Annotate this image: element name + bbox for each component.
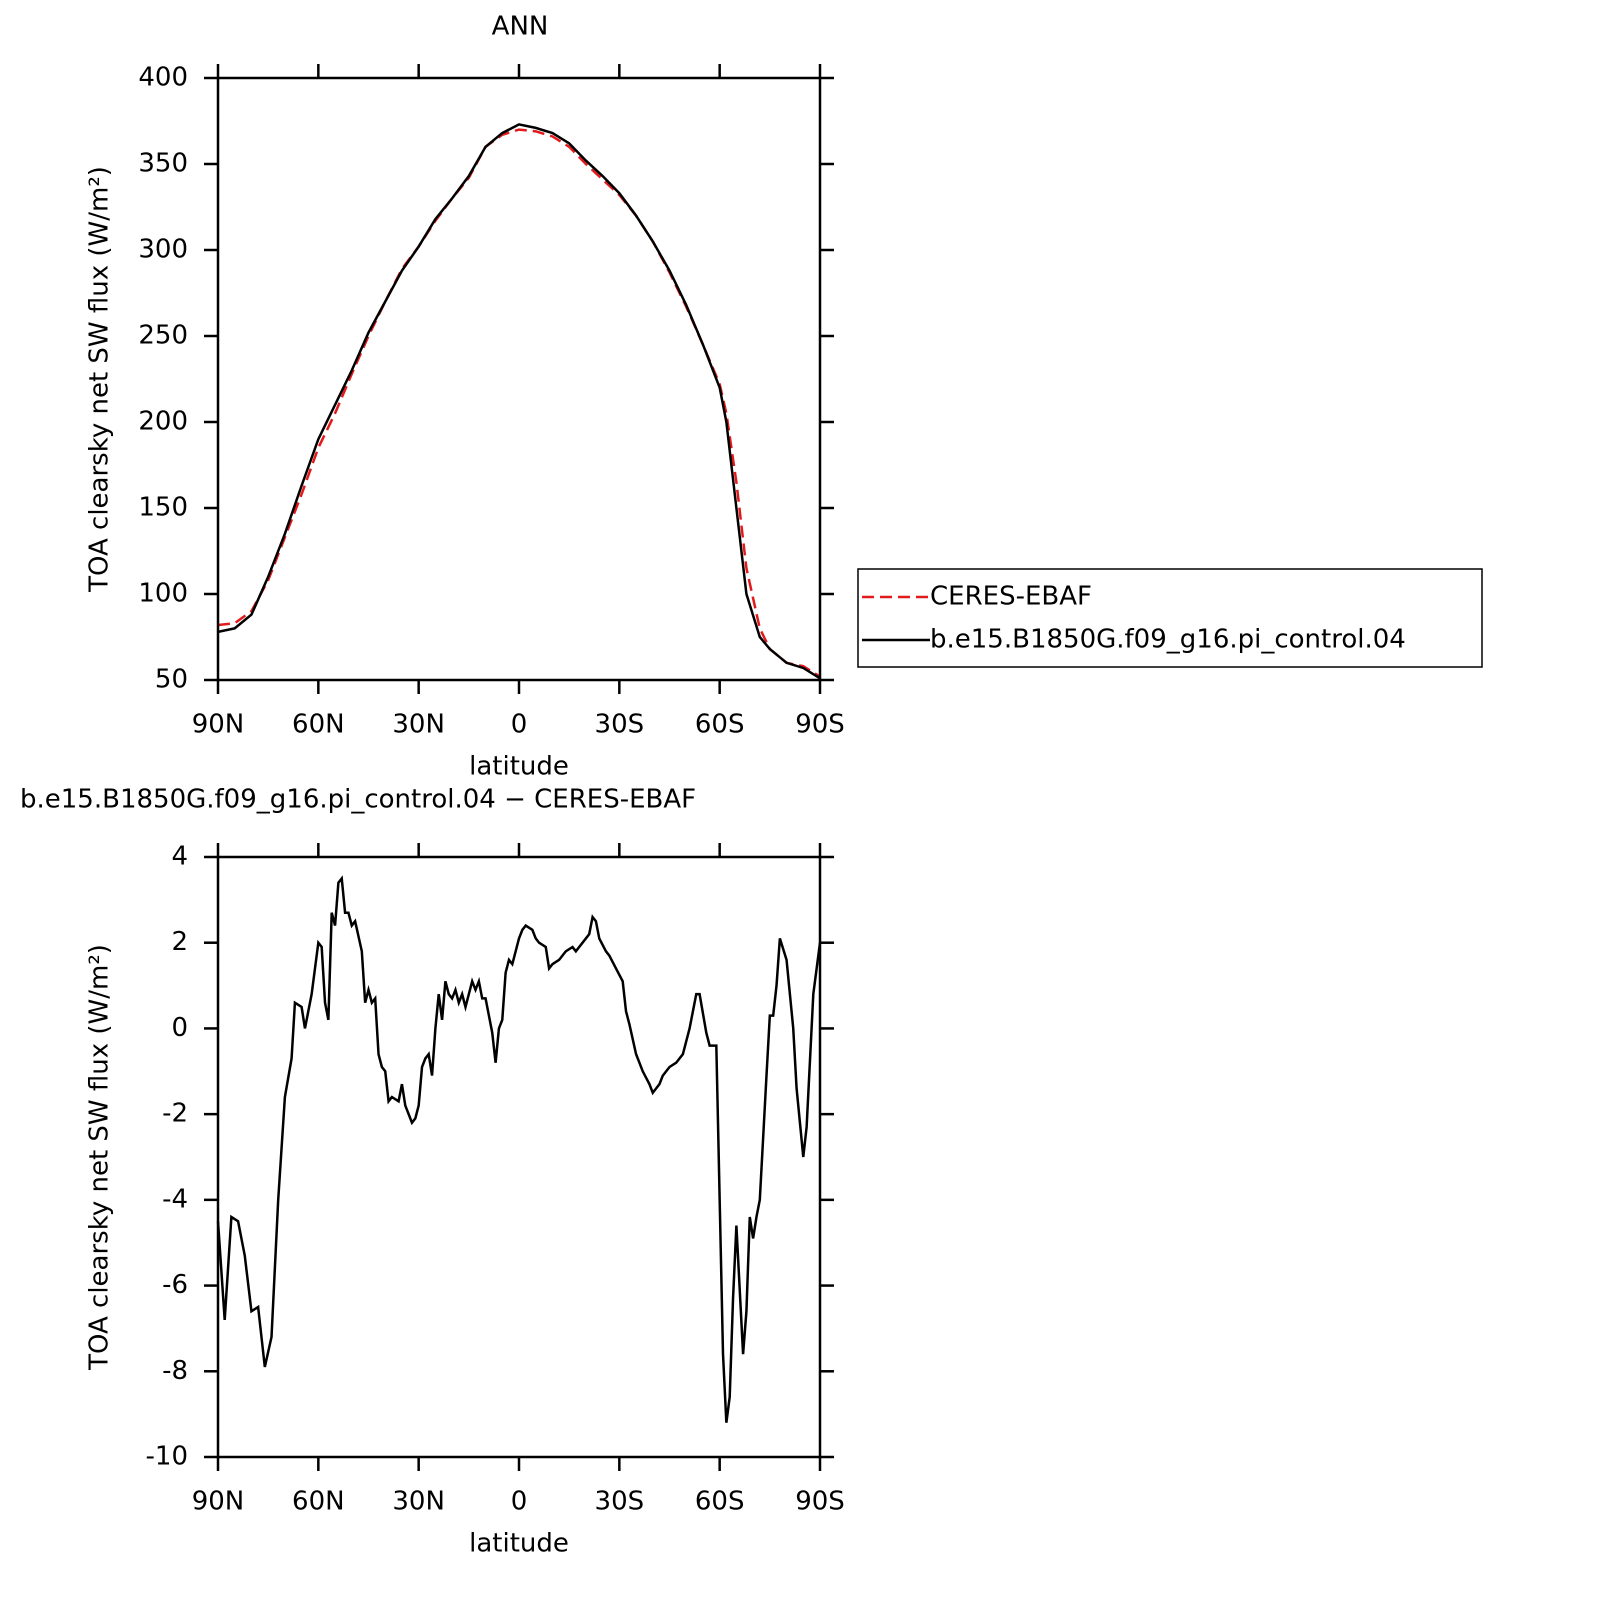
x-tick-label: 90N (192, 1487, 245, 1517)
x-tick-label: 60N (292, 1487, 345, 1517)
x-tick-label: 0 (511, 1487, 528, 1517)
y-tick-label: 150 (138, 493, 188, 523)
x-tick-label: 30S (595, 710, 645, 740)
y-tick-label: -10 (146, 1442, 188, 1472)
legend-label: CERES-EBAF (930, 582, 1092, 612)
legend-label: b.e15.B1850G.f09_g16.pi_control.04 (930, 625, 1406, 655)
y-tick-label: 250 (138, 321, 188, 351)
x-tick-label: 30N (392, 1487, 445, 1517)
x-axis-label: latitude (469, 1529, 569, 1559)
y-tick-label: 4 (171, 842, 188, 872)
y-tick-label: 50 (155, 665, 188, 695)
y-tick-label: 400 (138, 63, 188, 93)
y-tick-label: 350 (138, 149, 188, 179)
chart-title: b.e15.B1850G.f09_g16.pi_control.04 − CER… (20, 785, 696, 815)
x-tick-label: 90S (795, 710, 845, 740)
x-tick-label: 90N (192, 710, 245, 740)
y-tick-label: -2 (162, 1099, 188, 1129)
x-axis-label: latitude (469, 752, 569, 782)
y-tick-label: -8 (162, 1356, 188, 1386)
plot-frame (216, 76, 822, 682)
x-tick-label: 30N (392, 710, 445, 740)
data-line (216, 875, 822, 1423)
legend-box (857, 568, 1483, 668)
y-tick-label: -4 (162, 1184, 188, 1214)
x-tick-label: 60N (292, 710, 345, 740)
x-tick-label: 0 (511, 710, 528, 740)
y-axis-label: TOA clearsky net SW flux (W/m²) (85, 944, 115, 1371)
x-tick-label: 90S (795, 1487, 845, 1517)
y-tick-label: 100 (138, 579, 188, 609)
y-tick-label: 300 (138, 235, 188, 265)
data-line (217, 128, 821, 678)
y-tick-label: 0 (171, 1013, 188, 1043)
y-tick-label: -6 (162, 1270, 188, 1300)
x-tick-label: 30S (595, 1487, 645, 1517)
chart-title: ANN (492, 12, 549, 42)
x-tick-label: 60S (695, 1487, 745, 1517)
y-axis-label: TOA clearsky net SW flux (W/m²) (85, 166, 115, 593)
y-tick-label: 2 (171, 927, 188, 957)
x-tick-label: 60S (695, 710, 745, 740)
y-tick-label: 200 (138, 407, 188, 437)
data-line (217, 123, 821, 680)
